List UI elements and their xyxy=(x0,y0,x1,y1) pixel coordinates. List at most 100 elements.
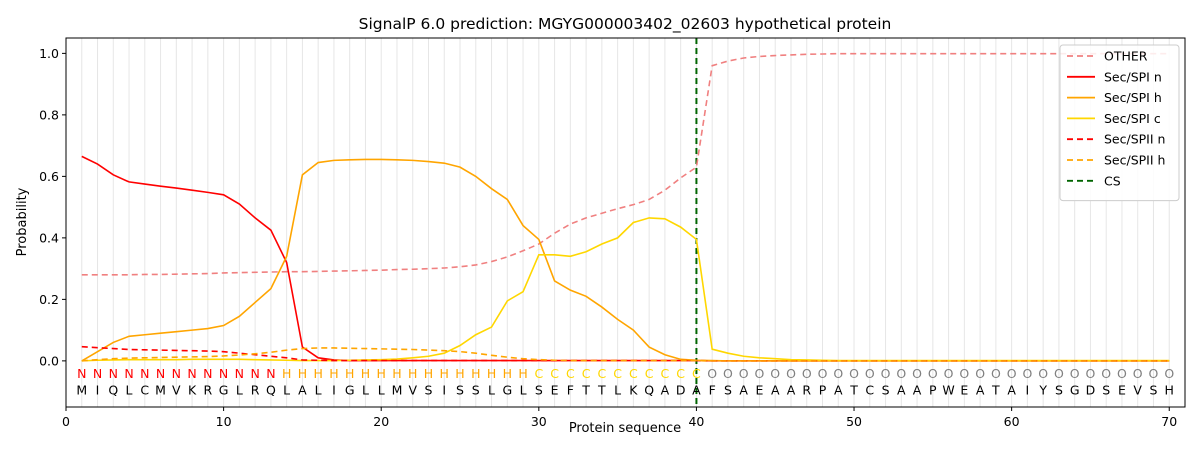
residue-label: D xyxy=(676,383,686,398)
residue-label: L xyxy=(378,383,385,398)
region-label: O xyxy=(849,366,859,381)
residue-label: T xyxy=(849,383,858,398)
x-axis-label: Protein sequence xyxy=(569,421,681,436)
region-label: N xyxy=(124,366,133,381)
residue-label: A xyxy=(897,383,906,398)
residue-label: A xyxy=(739,383,748,398)
legend-label: Sec/SPI n xyxy=(1104,69,1162,84)
residue-label: A xyxy=(913,383,922,398)
region-label: C xyxy=(534,366,543,381)
region-label: N xyxy=(219,366,228,381)
series-line-sec-spi-c xyxy=(81,217,1170,362)
legend-label: Sec/SPII h xyxy=(1104,153,1165,168)
x-tick-label: 40 xyxy=(688,414,704,429)
region-label: N xyxy=(140,366,149,381)
residue-label: L xyxy=(126,383,133,398)
region-label: H xyxy=(329,366,338,381)
residue-label: W xyxy=(942,383,954,398)
y-tick-label: 0.6 xyxy=(39,169,59,184)
residue-label: R xyxy=(251,383,260,398)
region-label: H xyxy=(503,366,512,381)
grid-layer xyxy=(81,38,1170,407)
residue-label: I xyxy=(96,383,100,398)
residue-label: A xyxy=(661,383,670,398)
region-label: O xyxy=(818,366,828,381)
residue-label: Y xyxy=(1038,383,1047,398)
region-label: H xyxy=(392,366,401,381)
residue-label: M xyxy=(155,383,166,398)
legend-label: Sec/SPII n xyxy=(1104,132,1165,147)
residue-label: V xyxy=(172,383,181,398)
x-tick-label: 70 xyxy=(1161,414,1177,429)
residue-label: S xyxy=(724,383,732,398)
region-label: O xyxy=(802,366,812,381)
residue-label: V xyxy=(408,383,417,398)
residue-label: K xyxy=(629,383,638,398)
x-tick-label: 50 xyxy=(846,414,862,429)
residue-label: E xyxy=(1118,383,1126,398)
residue-label: R xyxy=(204,383,213,398)
y-tick-label: 0.0 xyxy=(39,353,59,368)
region-label: O xyxy=(1101,366,1111,381)
region-label: O xyxy=(975,366,985,381)
residue-label: P xyxy=(819,383,827,398)
region-label: O xyxy=(1164,366,1174,381)
residue-label: D xyxy=(1086,383,1096,398)
legend-label: CS xyxy=(1104,173,1121,188)
region-label: O xyxy=(1070,366,1080,381)
residue-label: S xyxy=(472,383,480,398)
region-label: O xyxy=(833,366,843,381)
residue-label: A xyxy=(1007,383,1016,398)
region-label: N xyxy=(156,366,165,381)
region-label: O xyxy=(912,366,922,381)
region-label: H xyxy=(471,366,480,381)
region-label: O xyxy=(1117,366,1127,381)
region-label: O xyxy=(959,366,969,381)
residue-label: E xyxy=(756,383,764,398)
region-label: N xyxy=(266,366,275,381)
x-tick-label: 30 xyxy=(531,414,547,429)
region-label: O xyxy=(755,366,765,381)
residue-label: A xyxy=(692,383,701,398)
region-label: H xyxy=(361,366,370,381)
x-tick-label: 10 xyxy=(216,414,232,429)
region-label: C xyxy=(692,366,701,381)
residue-label: P xyxy=(929,383,937,398)
residue-label: L xyxy=(520,383,527,398)
residue-label: C xyxy=(140,383,149,398)
residue-label: R xyxy=(802,383,811,398)
region-label: N xyxy=(172,366,181,381)
residue-label: H xyxy=(1165,383,1174,398)
region-label: H xyxy=(377,366,386,381)
legend-label: Sec/SPI c xyxy=(1104,111,1161,126)
residue-label: L xyxy=(315,383,322,398)
residue-label: L xyxy=(236,383,243,398)
residue-label: C xyxy=(865,383,874,398)
region-label: O xyxy=(991,366,1001,381)
region-label: H xyxy=(298,366,307,381)
residue-label: G xyxy=(345,383,355,398)
x-tick-label: 0 xyxy=(62,414,70,429)
residue-label: A xyxy=(787,383,796,398)
residue-label: A xyxy=(834,383,843,398)
y-tick-label: 0.8 xyxy=(39,107,59,122)
region-label: O xyxy=(1007,366,1017,381)
residue-label: S xyxy=(535,383,543,398)
y-tick-layer: 0.0 0.2 0.4 0.6 0.8 1.0 xyxy=(39,46,66,368)
series-line-other xyxy=(81,52,1170,276)
region-label: O xyxy=(881,366,891,381)
y-tick-label: 0.4 xyxy=(39,230,59,245)
residue-layer: NMNINQNLNCNMNVNKNRNGNLNRNQHLHAHLHIHGHLHL… xyxy=(76,366,1174,398)
residue-label: G xyxy=(1070,383,1080,398)
region-label: C xyxy=(566,366,575,381)
y-axis-label: Probability xyxy=(15,187,30,256)
x-tick-layer: 0 10 20 30 40 50 60 70 xyxy=(62,407,1177,429)
y-tick-label: 1.0 xyxy=(39,46,59,61)
legend-label: Sec/SPI h xyxy=(1104,90,1162,105)
residue-label: S xyxy=(1055,383,1063,398)
region-label: O xyxy=(739,366,749,381)
region-label: O xyxy=(1022,366,1032,381)
region-label: N xyxy=(187,366,196,381)
